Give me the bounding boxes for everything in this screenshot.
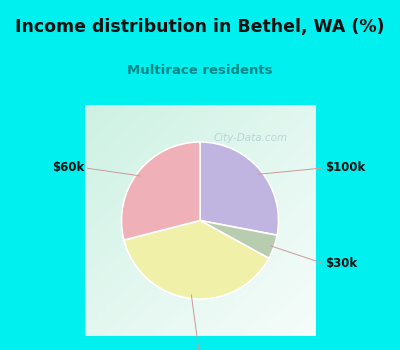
Text: $30k: $30k [325, 258, 357, 271]
Text: City-Data.com: City-Data.com [214, 133, 288, 143]
Text: $100k: $100k [325, 161, 365, 174]
Text: $60k: $60k [52, 161, 84, 174]
Wedge shape [124, 220, 269, 299]
Text: Multirace residents: Multirace residents [127, 64, 273, 77]
Wedge shape [122, 142, 200, 240]
Wedge shape [200, 142, 278, 235]
Text: Income distribution in Bethel, WA (%): Income distribution in Bethel, WA (%) [15, 18, 385, 36]
Wedge shape [200, 220, 277, 258]
